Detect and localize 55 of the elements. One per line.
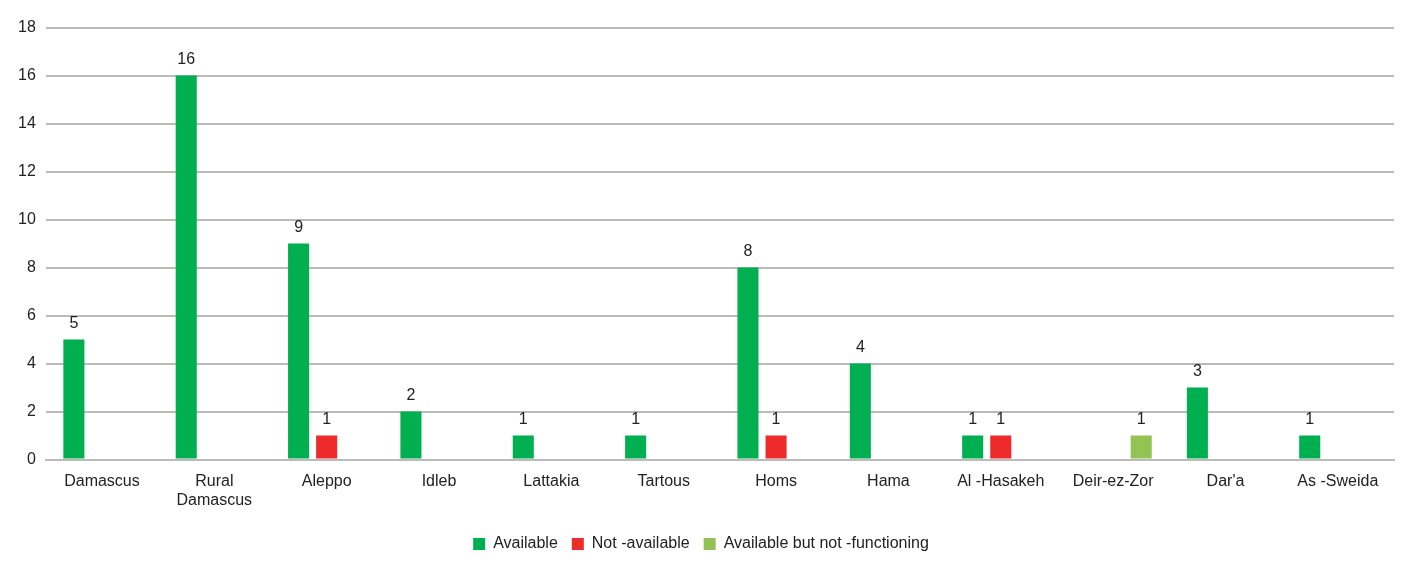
- bar: [1299, 435, 1321, 459]
- bar: [316, 435, 338, 459]
- data-label: 1: [771, 410, 781, 428]
- data-label: 1: [1136, 410, 1146, 428]
- data-label: 1: [518, 410, 528, 428]
- y-tick-label: 6: [26, 306, 36, 324]
- x-tick-label: Tartous: [637, 471, 690, 489]
- data-label: 1: [996, 410, 1006, 428]
- x-tick-label: Hama: [867, 471, 910, 489]
- y-tick-label: 18: [18, 18, 36, 36]
- bar: [63, 339, 85, 459]
- y-tick-label: 12: [18, 162, 36, 180]
- data-label: 1: [322, 410, 332, 428]
- x-tick-label: Deir-ez-Zor: [1072, 471, 1155, 489]
- x-tick-label: Lattakia: [523, 471, 580, 489]
- bar: [1130, 435, 1152, 459]
- bar: [1186, 387, 1208, 459]
- data-label: 1: [968, 410, 978, 428]
- legend-label: Available: [493, 534, 558, 552]
- bar: [962, 435, 984, 459]
- data-label: 1: [1305, 410, 1315, 428]
- bar: [175, 75, 197, 459]
- bar: [765, 435, 787, 459]
- bar: [512, 435, 534, 459]
- data-label: 5: [69, 314, 79, 332]
- data-label: 2: [406, 386, 416, 404]
- y-tick-label: 2: [26, 402, 36, 420]
- x-tick-label: Damascus: [64, 471, 140, 489]
- x-tick-label: Aleppo: [301, 471, 352, 489]
- x-tick-label: Homs: [755, 471, 797, 489]
- data-label: 1: [631, 410, 641, 428]
- y-tick-label: 4: [26, 354, 36, 372]
- bar: [400, 411, 422, 459]
- x-tick-label: Al -Hasakeh: [957, 471, 1045, 489]
- bar: [625, 435, 647, 459]
- x-tick-label: Rural Damascus: [176, 471, 253, 508]
- data-label: 8: [743, 242, 753, 260]
- bar: [288, 243, 310, 459]
- legend-label: Not -available: [591, 534, 690, 552]
- data-label: 9: [294, 218, 304, 236]
- bar: [849, 363, 871, 459]
- y-tick-label: 0: [26, 450, 36, 468]
- y-tick-label: 10: [18, 210, 36, 228]
- y-tick-label: 14: [18, 114, 36, 132]
- data-label: 3: [1192, 362, 1202, 380]
- x-tick-label: Dar'a: [1206, 471, 1245, 489]
- y-tick-label: 8: [26, 258, 36, 276]
- y-tick-label: 16: [18, 66, 36, 84]
- bar: [990, 435, 1012, 459]
- x-tick-label: Idleb: [421, 471, 457, 489]
- data-label: 16: [177, 50, 196, 68]
- bar: [737, 267, 759, 459]
- legend-label: Available but not -functioning: [723, 534, 929, 552]
- data-label: 4: [855, 338, 865, 356]
- x-tick-label: As -Sweida: [1297, 471, 1379, 489]
